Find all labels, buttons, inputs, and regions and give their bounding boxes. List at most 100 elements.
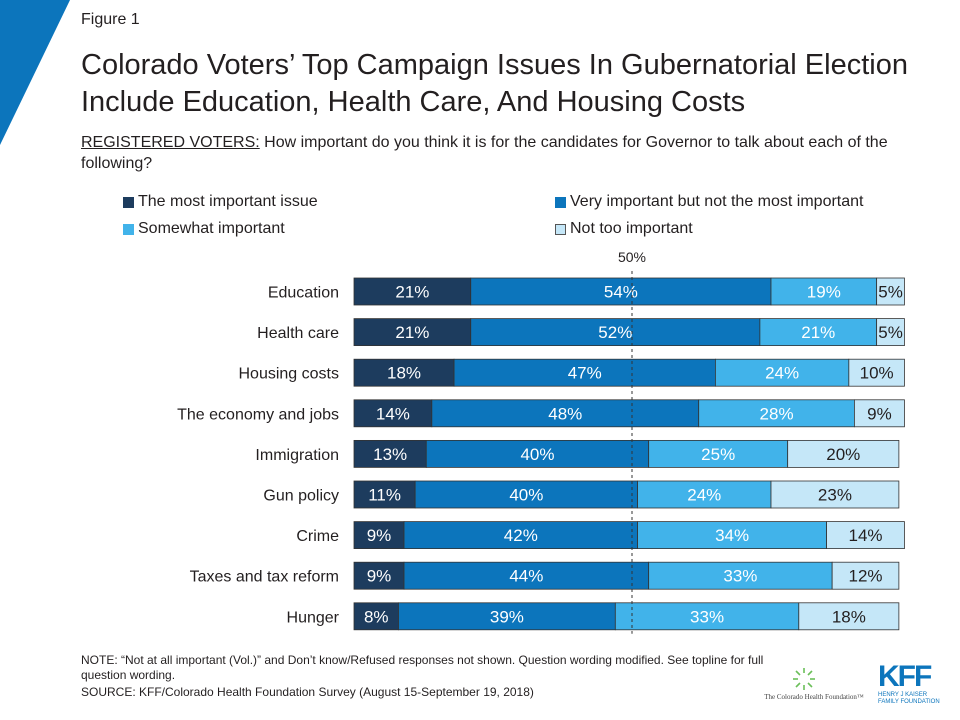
bar-segment-somewhat-important (648, 439, 789, 468)
data-label: 5% (878, 323, 903, 342)
source-text: SOURCE: KFF/Colorado Health Foundation S… (81, 685, 534, 699)
data-label: 8% (364, 607, 389, 626)
data-label: 10% (860, 364, 894, 383)
category-label: Taxes and tax reform (190, 569, 339, 586)
chf-sunburst-icon (793, 668, 815, 690)
bar-segment-not-too-important (798, 602, 900, 631)
data-label: 19% (807, 283, 841, 302)
legend-swatch (555, 196, 566, 208)
data-label: 14% (376, 404, 410, 423)
kff-subtitle-2: FAMILY FOUNDATION (878, 699, 940, 705)
bar-segment-most-important (353, 480, 416, 509)
bar-segment-very-important (425, 439, 650, 468)
legend-item-somewhat-important: Somewhat important (123, 220, 285, 238)
bar-segment-most-important (353, 602, 399, 631)
data-label: 40% (509, 486, 543, 505)
data-label: 39% (490, 607, 524, 626)
data-label: 9% (367, 526, 392, 545)
bar-segment-not-too-important (876, 318, 905, 347)
bar-segment-most-important (353, 399, 433, 428)
legend-label: Not too important (570, 220, 693, 237)
data-label: 13% (373, 445, 407, 464)
data-label: 21% (395, 283, 429, 302)
colorado-health-foundation-logo: The Colorado Health Foundation™ (758, 665, 870, 705)
bar-segment-somewhat-important (614, 602, 800, 631)
bar-segment-very-important (403, 561, 650, 590)
data-label: 44% (509, 567, 543, 586)
reference-line-label: 50% (618, 249, 646, 265)
note-text: NOTE: “Not at all important (Vol.)” and … (81, 653, 764, 682)
legend-item-most-important: The most important issue (123, 193, 318, 211)
bar-segment-not-too-important (848, 358, 905, 387)
data-label: 21% (801, 323, 835, 342)
bar-segment-somewhat-important (770, 277, 878, 306)
data-label: 34% (715, 526, 749, 545)
bar-segment-very-important (414, 480, 638, 509)
legend-swatch (555, 223, 566, 235)
bar-segment-not-too-important (854, 399, 905, 428)
bar-segment-very-important (398, 602, 616, 631)
bar-segment-not-too-important (770, 480, 900, 509)
data-label: 40% (520, 445, 554, 464)
bar-segment-somewhat-important (648, 561, 833, 590)
legend-item-not-too-important: Not too important (555, 220, 693, 238)
kff-wordmark: KFF (878, 660, 932, 693)
bar-segment-most-important (353, 358, 455, 387)
data-label: 24% (687, 486, 721, 505)
bar-segment-not-too-important (876, 277, 905, 306)
category-label: Health care (257, 325, 339, 342)
category-label: Crime (296, 528, 339, 545)
data-label: 24% (765, 364, 799, 383)
corner-accent (0, 0, 70, 145)
data-label: 9% (367, 567, 392, 586)
bar-segment-not-too-important (831, 561, 900, 590)
question-lead: REGISTERED VOTERS: (81, 134, 260, 151)
bar-segment-most-important (353, 318, 472, 347)
bar-segment-most-important (353, 439, 427, 468)
data-label: 5% (878, 283, 903, 302)
legend-swatch (123, 223, 134, 235)
bar-segment-somewhat-important (759, 318, 878, 347)
data-label: 33% (690, 607, 724, 626)
bar-segment-most-important (353, 521, 405, 549)
legend-label: The most important issue (138, 193, 318, 210)
legend-swatch (123, 196, 134, 208)
data-label: 23% (818, 486, 852, 505)
data-label: 25% (701, 445, 735, 464)
category-label: Gun policy (263, 488, 339, 505)
chf-logo-text: The Colorado Health Foundation™ (764, 693, 864, 701)
data-label: 14% (849, 526, 883, 545)
bar-segment-somewhat-important (637, 521, 827, 549)
category-label: Hunger (287, 609, 340, 626)
bar-segment-most-important (353, 277, 472, 306)
bar-segment-very-important (470, 277, 772, 306)
bar-segment-very-important (453, 358, 716, 387)
figure-label: Figure 1 (81, 11, 140, 28)
category-label: The economy and jobs (177, 406, 339, 423)
legend-item-very-important: Very important but not the most importan… (555, 193, 863, 211)
chart-title: Colorado Voters’ Top Campaign Issues In … (81, 49, 908, 118)
data-label: 28% (760, 404, 794, 423)
question-text: REGISTERED VOTERS: How important do you … (81, 132, 901, 174)
category-label: Immigration (255, 447, 339, 464)
data-label: 9% (867, 404, 892, 423)
bar-segment-very-important (470, 318, 761, 347)
data-label: 12% (849, 567, 883, 586)
data-label: 18% (387, 364, 421, 383)
data-label: 33% (723, 567, 757, 586)
legend-label: Very important but not the most importan… (570, 193, 864, 210)
data-label: 42% (504, 526, 538, 545)
kff-logo: KFF HENRY J KAISER FAMILY FOUNDATION (878, 662, 948, 710)
bar-segment-not-too-important (787, 439, 900, 468)
question-body: How important do you think it is for the… (81, 134, 888, 172)
category-label: Housing costs (239, 366, 340, 383)
bar-segment-not-too-important (826, 521, 905, 549)
legend-label: Somewhat important (138, 220, 285, 237)
data-label: 18% (832, 607, 866, 626)
data-label: 20% (826, 445, 860, 464)
bar-segment-somewhat-important (715, 358, 850, 387)
category-label: Education (268, 285, 339, 302)
data-label: 21% (395, 323, 429, 342)
bar-segment-somewhat-important (698, 399, 855, 428)
